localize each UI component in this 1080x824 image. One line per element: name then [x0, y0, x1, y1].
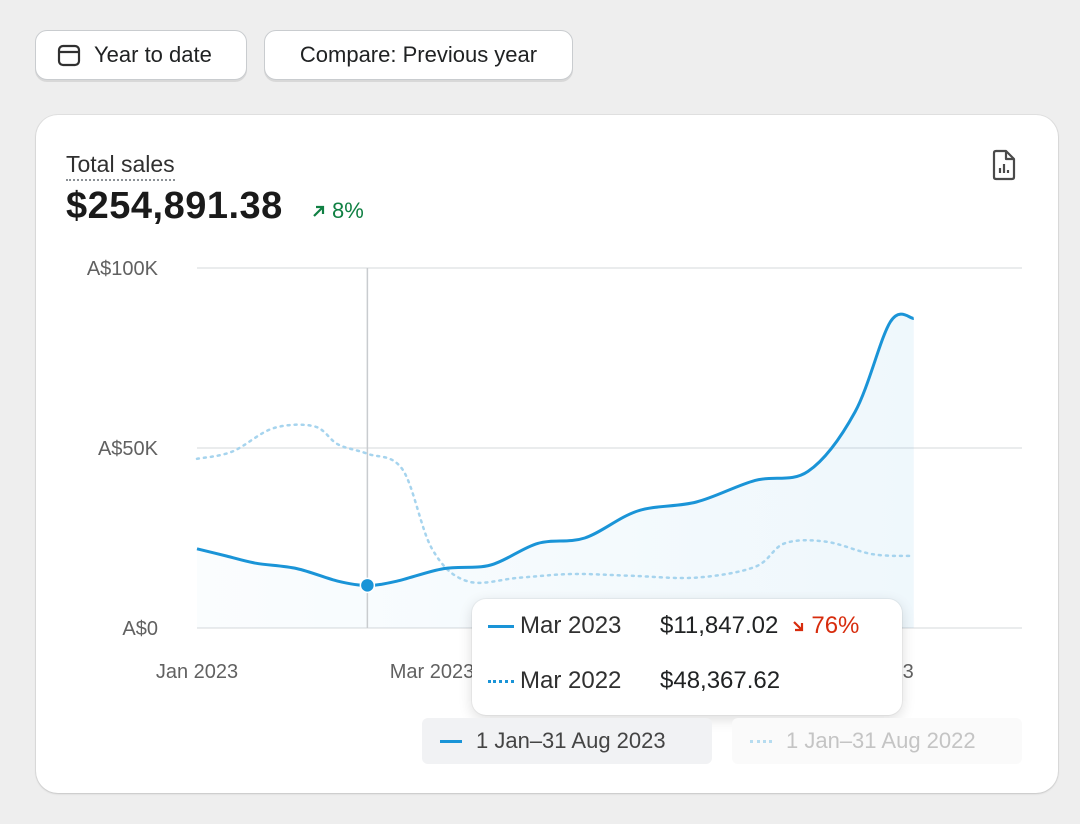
series-area-current [197, 314, 914, 628]
chart-tooltip: Mar 2023 $11,847.02 76% Mar 2022 $48,367… [472, 599, 902, 715]
metric-value: $254,891.38 [66, 185, 283, 227]
x-tick-label: Jan 2023 [156, 661, 238, 683]
legend-label-current: 1 Jan–31 Aug 2023 [476, 728, 666, 753]
tooltip-previous-value: $48,367.62 [660, 667, 781, 694]
highlight-point[interactable] [359, 577, 376, 594]
date-range-button[interactable]: Year to date [35, 30, 247, 80]
compare-button[interactable]: Compare: Previous year [264, 30, 573, 80]
dotted-line-icon [488, 679, 514, 683]
tooltip-previous-label: Mar 2022 [520, 667, 622, 694]
legend-label-previous: 1 Jan–31 Aug 2022 [786, 728, 976, 753]
solid-line-icon [488, 624, 514, 628]
compare-label: Compare: Previous year [299, 42, 538, 67]
legend-item-current[interactable]: 1 Jan–31 Aug 2023 [422, 718, 712, 764]
metric-change-value: 8% [332, 198, 364, 223]
dotted-line-icon [750, 739, 772, 743]
total-sales-card: Total sales $254,891.38 8% A$100K A$50K A$… [36, 115, 1058, 793]
y-tick-label: A$100K [87, 258, 159, 280]
tooltip-row-previous: Mar 2022 $48,367.62 [488, 661, 780, 701]
y-tick-label: A$0 [122, 618, 158, 640]
series-line-previous [195, 423, 915, 585]
y-tick-label: A$50K [98, 438, 159, 460]
metric-change: 8% [312, 198, 364, 224]
series-line-current [196, 312, 915, 588]
arrow-up-right-icon [313, 205, 325, 217]
export-report-icon[interactable] [990, 149, 1018, 181]
metric-title[interactable]: Total sales [66, 151, 175, 181]
x-tick-label: Mar 2023 [390, 661, 475, 683]
tooltip-change: 76% [792, 612, 859, 640]
calendar-icon [57, 44, 81, 67]
tooltip-current-label: Mar 2023 [520, 612, 622, 639]
arrow-down-right-icon [793, 620, 804, 631]
solid-line-icon [440, 739, 462, 743]
tooltip-change-value: 76% [811, 612, 860, 639]
tooltip-row-current: Mar 2023 $11,847.02 76% [488, 606, 859, 646]
tooltip-current-value: $11,847.02 [660, 612, 779, 639]
date-range-label: Year to date [94, 42, 212, 67]
legend-item-previous[interactable]: 1 Jan–31 Aug 2022 [732, 718, 1022, 764]
